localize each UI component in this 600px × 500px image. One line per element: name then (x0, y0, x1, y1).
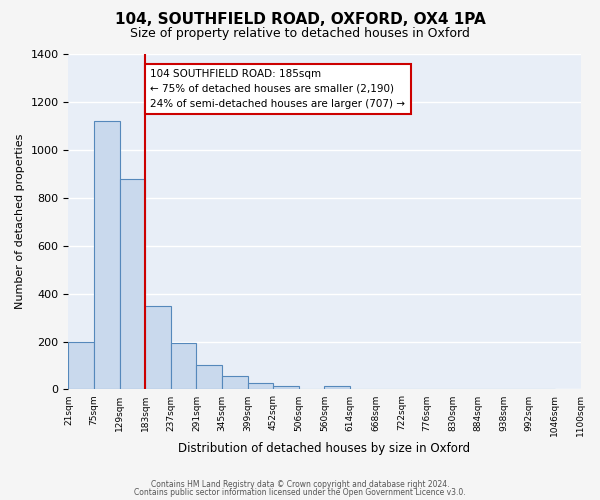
Text: Contains HM Land Registry data © Crown copyright and database right 2024.: Contains HM Land Registry data © Crown c… (151, 480, 449, 489)
Text: 104, SOUTHFIELD ROAD, OXFORD, OX4 1PA: 104, SOUTHFIELD ROAD, OXFORD, OX4 1PA (115, 12, 485, 28)
Y-axis label: Number of detached properties: Number of detached properties (15, 134, 25, 310)
Text: Size of property relative to detached houses in Oxford: Size of property relative to detached ho… (130, 28, 470, 40)
Bar (222, 376, 248, 390)
Bar (94, 121, 119, 390)
Bar (145, 306, 171, 390)
Text: 104 SOUTHFIELD ROAD: 185sqm
← 75% of detached houses are smaller (2,190)
24% of : 104 SOUTHFIELD ROAD: 185sqm ← 75% of det… (151, 69, 406, 108)
X-axis label: Distribution of detached houses by size in Oxford: Distribution of detached houses by size … (178, 442, 470, 455)
Bar (273, 386, 299, 390)
Bar (325, 386, 350, 390)
Bar (196, 366, 222, 390)
Bar (119, 178, 145, 390)
Bar (171, 342, 196, 390)
Text: Contains public sector information licensed under the Open Government Licence v3: Contains public sector information licen… (134, 488, 466, 497)
Bar (68, 342, 94, 390)
Bar (248, 384, 273, 390)
